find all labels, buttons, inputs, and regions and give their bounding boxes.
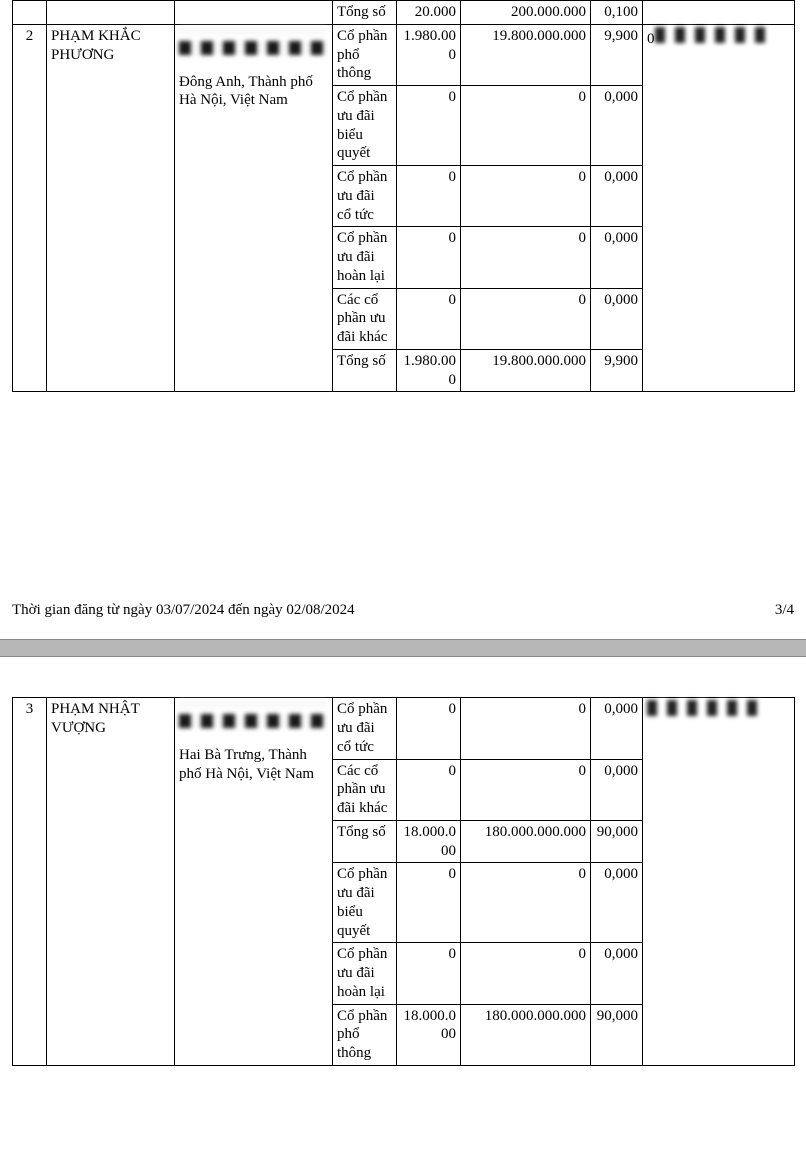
cell-qty: 0 [397,759,461,820]
cell-pct: 90,000 [591,820,643,863]
cell-qty: 0 [397,863,461,943]
cell-label: Cổ phần ưu đãi biểu quyết [333,86,397,166]
cell-pct: 0,100 [591,1,643,25]
cell-label: Cổ phần ưu đãi cổ tức [333,166,397,227]
footer-text: Thời gian đăng từ ngày 03/07/2024 đến ng… [12,602,355,619]
table-row: 2 PHẠM KHẮC PHƯƠNG Đông Anh, Thành phố H… [13,24,795,85]
row-index: 2 [13,24,47,392]
cell-label: Tổng số [333,1,397,25]
cell-pct: 0,000 [591,288,643,349]
cell-value: 0 [461,759,591,820]
cell-pct: 0,000 [591,166,643,227]
row-extra [643,698,795,1066]
page-3-section: Tổng số 20.000 200.000.000 0,100 2 PHẠM … [0,0,806,392]
cell-value: 0 [461,698,591,759]
cell-value: 0 [461,863,591,943]
cell-label: Cổ phần phổ thông [333,1004,397,1065]
cell-qty: 0 [397,166,461,227]
cell-qty: 1.980.000 [397,24,461,85]
page-gap [0,639,806,657]
cell-pct: 9,900 [591,349,643,392]
cell-value: 0 [461,86,591,166]
cell-value: 0 [461,166,591,227]
cell-qty: 0 [397,288,461,349]
cell-label: Tổng số [333,349,397,392]
cell-label: Cổ phần phổ thông [333,24,397,85]
row-index: 3 [13,698,47,1066]
cell-value: 0 [461,943,591,1004]
table-row: 3 PHẠM NHẬT VƯỢNG Hai Bà Trưng, Thành ph… [13,698,795,759]
address-tail: Hai Bà Trưng, Thành phố Hà Nội, Việt Nam [179,747,314,782]
cell-value: 0 [461,227,591,288]
redacted-block [179,700,328,740]
cell-label: Cổ phần ưu đãi hoàn lại [333,227,397,288]
cell-value: 19.800.000.000 [461,24,591,85]
shareholder-table-1: Tổng số 20.000 200.000.000 0,100 2 PHẠM … [12,0,795,392]
cell-label: Tổng số [333,820,397,863]
cell-label: Các cổ phần ưu đãi khác [333,288,397,349]
cell-pct: 90,000 [591,1004,643,1065]
row-address: Hai Bà Trưng, Thành phố Hà Nội, Việt Nam [175,698,333,1066]
row-name: PHẠM NHẬT VƯỢNG [47,698,175,1066]
cell-pct: 0,000 [591,698,643,759]
prev-total-row: Tổng số 20.000 200.000.000 0,100 [13,1,795,25]
redacted-block [179,27,328,67]
redacted-block [647,700,761,716]
cell-qty: 0 [397,227,461,288]
cell-value: 19.800.000.000 [461,349,591,392]
cell-pct: 0,000 [591,759,643,820]
page-number: 3/4 [775,602,794,619]
cell-pct: 0,000 [591,227,643,288]
cell-label: Cổ phần ưu đãi hoàn lại [333,943,397,1004]
cell-qty: 0 [397,86,461,166]
cell-pct: 9,900 [591,24,643,85]
cell-value: 180.000.000.000 [461,1004,591,1065]
cell-qty: 0 [397,943,461,1004]
cell-qty: 20.000 [397,1,461,25]
cell-label: Cổ phần ưu đãi biểu quyết [333,863,397,943]
cell-qty: 1.980.000 [397,349,461,392]
page-footer: Thời gian đăng từ ngày 03/07/2024 đến ng… [0,602,806,619]
cell-pct: 0,000 [591,863,643,943]
row-extra: 0 [643,24,795,392]
cell-value: 0 [461,288,591,349]
cell-label: Các cổ phần ưu đãi khác [333,759,397,820]
cell-pct: 0,000 [591,943,643,1004]
cell-qty: 18.000.000 [397,1004,461,1065]
row-address: Đông Anh, Thành phố Hà Nội, Việt Nam [175,24,333,392]
cell-value: 180.000.000.000 [461,820,591,863]
page-4-section: 3 PHẠM NHẬT VƯỢNG Hai Bà Trưng, Thành ph… [0,697,806,1066]
cell-value: 200.000.000 [461,1,591,25]
cell-pct: 0,000 [591,86,643,166]
shareholder-table-2: 3 PHẠM NHẬT VƯỢNG Hai Bà Trưng, Thành ph… [12,697,795,1066]
cell-qty: 18.000.000 [397,820,461,863]
cell-label: Cổ phần ưu đãi cổ tức [333,698,397,759]
cell-qty: 0 [397,698,461,759]
redacted-block [655,27,769,43]
row-name: PHẠM KHẮC PHƯƠNG [47,24,175,392]
address-tail: Đông Anh, Thành phố Hà Nội, Việt Nam [179,74,313,109]
